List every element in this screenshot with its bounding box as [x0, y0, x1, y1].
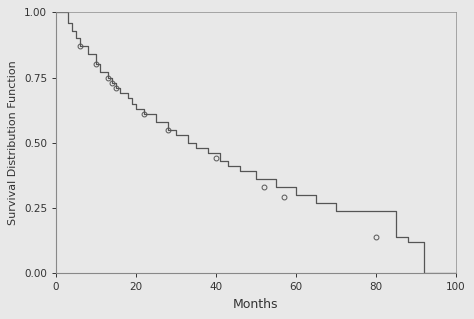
- X-axis label: Months: Months: [233, 298, 279, 311]
- Y-axis label: Survival Distribution Function: Survival Distribution Function: [9, 60, 18, 225]
